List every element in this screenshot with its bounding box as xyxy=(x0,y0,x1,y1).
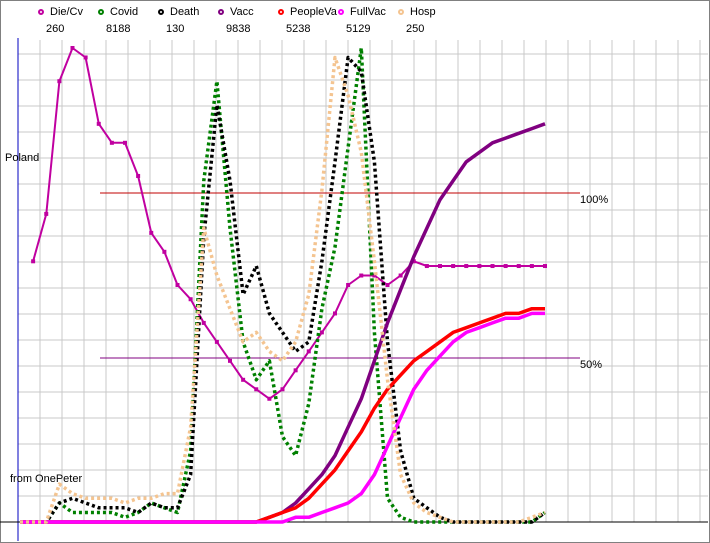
legend-value-vacc: 9838 xyxy=(226,23,251,35)
data-point-die-cv xyxy=(83,55,88,60)
legend-label-die-cv: Die/Cv xyxy=(50,6,84,18)
data-point-die-cv xyxy=(503,264,508,269)
data-point-die-cv xyxy=(149,230,154,235)
legend-marker-peopleva xyxy=(278,9,284,15)
legend-marker-die-cv xyxy=(38,9,44,15)
legend-label-fullvac: FullVac xyxy=(350,6,386,18)
data-point-die-cv xyxy=(438,264,442,269)
legend-marker-covid xyxy=(98,9,104,15)
data-point-die-cv xyxy=(333,311,337,316)
data-point-die-cv xyxy=(346,283,351,287)
data-point-die-cv xyxy=(372,273,377,278)
data-point-die-cv xyxy=(254,387,259,392)
data-point-die-cv xyxy=(57,79,62,84)
data-point-die-cv xyxy=(228,358,232,363)
legend-value-hosp: 250 xyxy=(406,23,425,35)
legend-value-die-cv: 260 xyxy=(46,23,65,35)
data-point-die-cv xyxy=(70,46,75,50)
data-point-die-cv xyxy=(451,264,456,269)
data-point-die-cv xyxy=(267,396,272,401)
data-point-die-cv xyxy=(136,173,141,178)
data-point-die-cv xyxy=(385,283,390,287)
data-point-die-cv xyxy=(490,264,495,269)
legend-label-peopleva: PeopleVa xyxy=(290,6,337,18)
data-point-die-cv xyxy=(214,339,219,344)
data-point-die-cv xyxy=(109,140,114,145)
data-point-die-cv xyxy=(241,377,246,382)
legend-marker-fullvac xyxy=(338,9,344,15)
series-line-death xyxy=(20,55,547,524)
data-point-die-cv xyxy=(31,259,36,264)
data-point-die-cv xyxy=(96,121,101,126)
legend-marker-death xyxy=(158,9,164,15)
legend-marker-vacc xyxy=(218,9,224,15)
series-line-die-cv xyxy=(32,47,545,400)
legend-label-hosp: Hosp xyxy=(410,6,436,18)
data-point-die-cv xyxy=(280,387,285,392)
legend-label-covid: Covid xyxy=(110,6,139,18)
legend-value-peopleva: 5238 xyxy=(286,23,311,35)
series-line-hosp xyxy=(20,55,546,524)
legend: Die/Cv 260 Covid 8188 Death 130 Vacc 983… xyxy=(0,0,710,40)
data-point-die-cv xyxy=(398,273,403,278)
data-point-die-cv xyxy=(44,211,49,216)
legend-label-vacc: Vacc xyxy=(230,6,254,18)
data-point-die-cv xyxy=(477,264,482,269)
data-point-die-cv xyxy=(306,349,311,354)
legend-label-death: Death xyxy=(170,6,200,18)
data-point-die-cv xyxy=(293,368,298,373)
data-point-die-cv xyxy=(319,330,324,335)
data-point-die-cv xyxy=(529,264,534,269)
legend-value-fullvac: 5129 xyxy=(346,23,371,35)
reference-line-label-100: 100% xyxy=(580,194,609,206)
data-point-die-cv xyxy=(175,283,180,287)
legend-marker-hosp xyxy=(398,9,404,15)
data-point-die-cv xyxy=(123,140,127,145)
legend-value-covid: 8188 xyxy=(106,23,131,35)
data-point-die-cv xyxy=(464,264,469,269)
data-point-die-cv xyxy=(188,297,193,302)
region-label: Poland xyxy=(5,152,40,164)
reference-line-label-50: 50% xyxy=(580,359,603,371)
data-point-die-cv xyxy=(359,273,364,278)
data-point-die-cv xyxy=(201,320,206,325)
series-line-fullvac xyxy=(20,311,545,524)
data-point-die-cv xyxy=(424,264,429,269)
source-label: from OnePeter xyxy=(10,473,83,485)
data-point-die-cv xyxy=(516,264,521,269)
legend-value-death: 130 xyxy=(166,23,185,35)
data-point-die-cv xyxy=(543,264,547,269)
data-point-die-cv xyxy=(162,249,167,254)
